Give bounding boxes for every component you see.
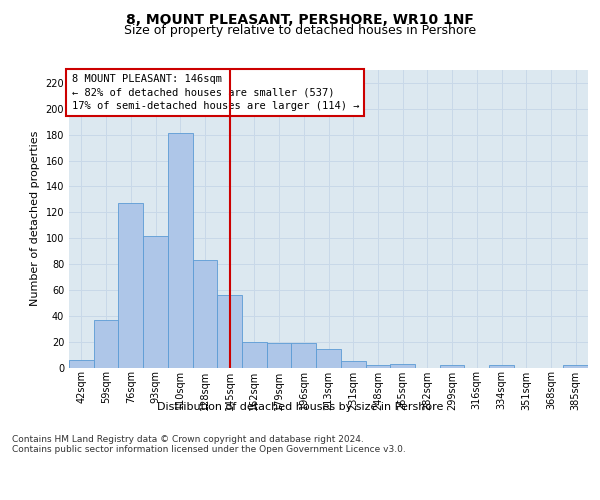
Y-axis label: Number of detached properties: Number of detached properties: [30, 131, 40, 306]
Text: 8 MOUNT PLEASANT: 146sqm
← 82% of detached houses are smaller (537)
17% of semi-: 8 MOUNT PLEASANT: 146sqm ← 82% of detach…: [71, 74, 359, 111]
Bar: [217, 295, 242, 368]
Text: Size of property relative to detached houses in Pershore: Size of property relative to detached ho…: [124, 24, 476, 37]
Bar: [440, 365, 464, 368]
Bar: [94, 320, 118, 368]
Bar: [242, 342, 267, 367]
Bar: [365, 365, 390, 368]
Bar: [563, 365, 588, 368]
Bar: [193, 260, 217, 368]
Bar: [489, 365, 514, 368]
Bar: [267, 343, 292, 367]
Bar: [118, 203, 143, 368]
Text: 8, MOUNT PLEASANT, PERSHORE, WR10 1NF: 8, MOUNT PLEASANT, PERSHORE, WR10 1NF: [126, 12, 474, 26]
Bar: [341, 361, 365, 368]
Bar: [69, 360, 94, 368]
Text: Distribution of detached houses by size in Pershore: Distribution of detached houses by size …: [157, 402, 443, 412]
Bar: [143, 236, 168, 368]
Bar: [390, 364, 415, 368]
Text: Contains HM Land Registry data © Crown copyright and database right 2024.
Contai: Contains HM Land Registry data © Crown c…: [12, 435, 406, 454]
Bar: [316, 350, 341, 368]
Bar: [292, 343, 316, 367]
Bar: [168, 134, 193, 368]
